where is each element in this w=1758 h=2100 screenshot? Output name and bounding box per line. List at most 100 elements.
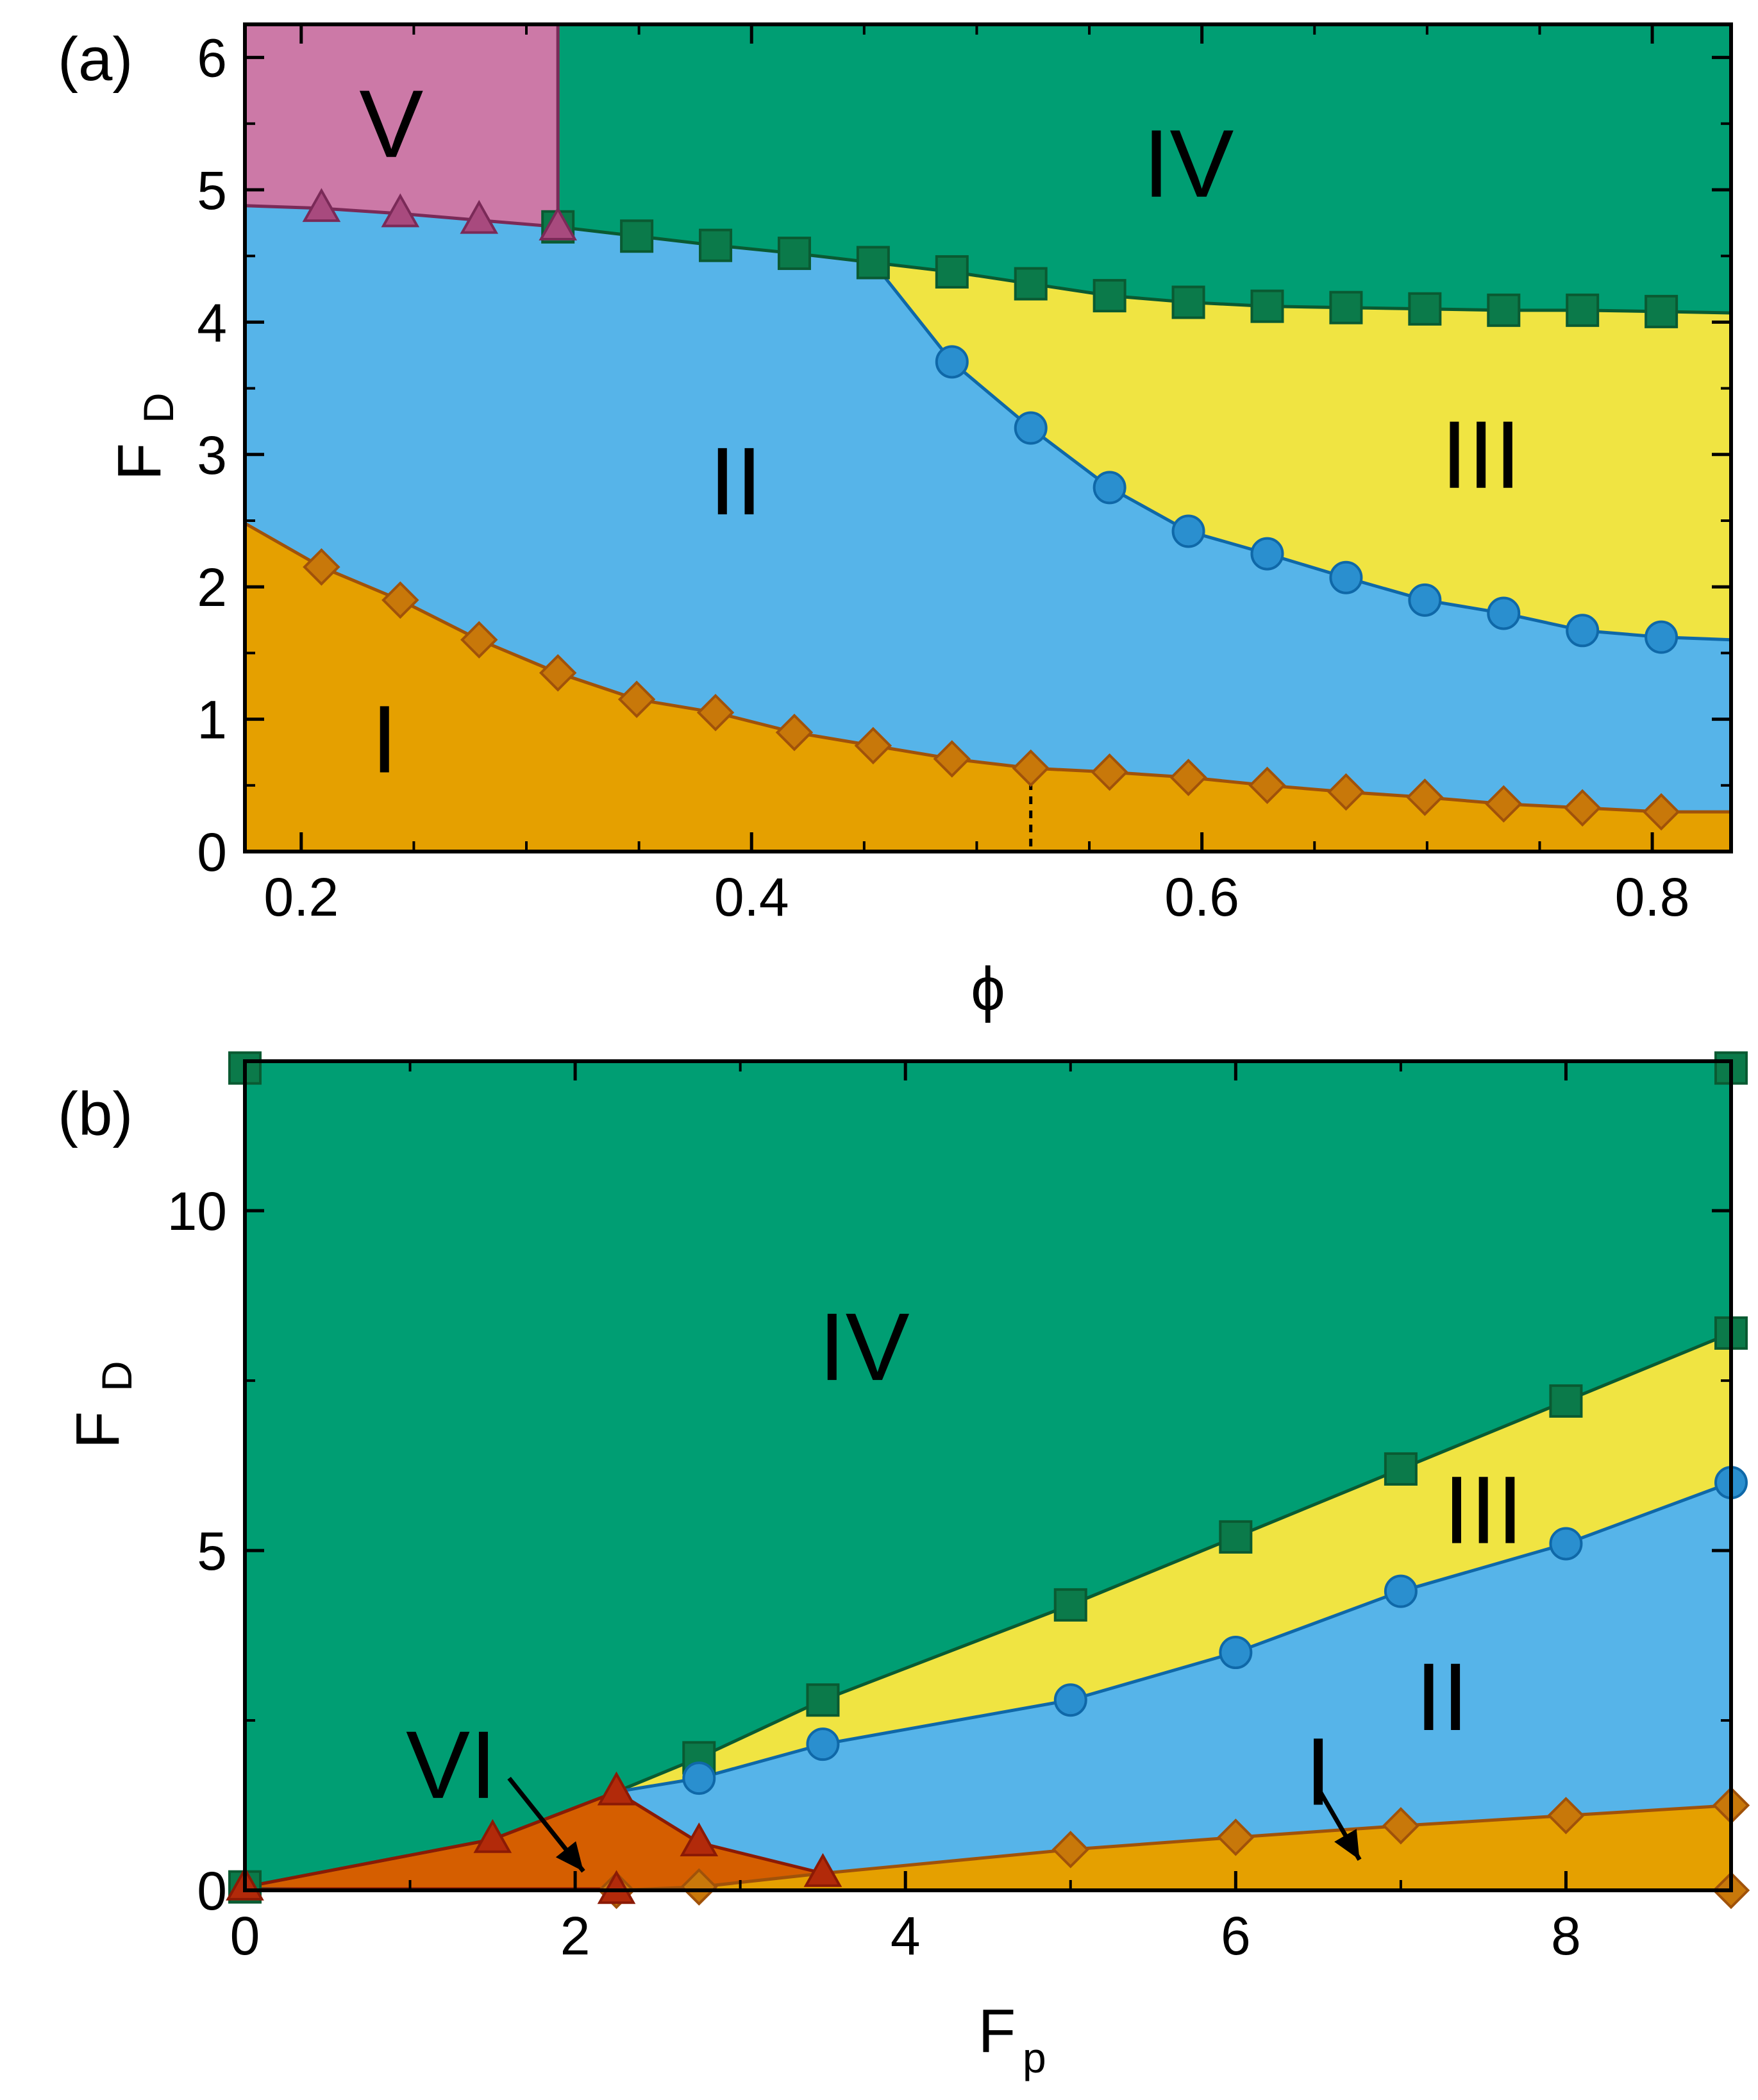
- square-marker: [620, 219, 654, 253]
- square-marker: [1053, 1588, 1087, 1622]
- diamond-marker: [1642, 793, 1680, 831]
- square-marker: [935, 255, 969, 289]
- circle-marker: [1329, 560, 1363, 594]
- square-marker: [856, 246, 890, 280]
- boundary-line-i: [616, 1804, 1732, 1892]
- square-marker: [1171, 285, 1205, 319]
- diamond-marker: [1217, 1819, 1255, 1856]
- circle-marker: [935, 345, 969, 379]
- x-axis-label: ϕ: [971, 955, 1005, 1023]
- region-ii: [245, 205, 1731, 812]
- region-label: IV: [1143, 110, 1234, 217]
- circle-marker: [1487, 596, 1521, 630]
- diamond-marker: [1547, 1797, 1585, 1835]
- circle-marker: [1566, 614, 1600, 648]
- square-marker: [806, 1683, 840, 1717]
- x-tick-label: 0.2: [264, 867, 339, 927]
- y-axis-label-sub: D: [93, 1361, 140, 1391]
- y-tick-label: 5: [197, 160, 227, 221]
- region-label: II: [1416, 1643, 1469, 1751]
- region-iv: [245, 24, 1731, 313]
- circle-marker: [1092, 471, 1126, 505]
- region-label: IV: [819, 1293, 910, 1400]
- x-tick-label: 0.4: [714, 867, 789, 927]
- region-label: VI: [406, 1711, 497, 1819]
- y-axis-label-sub: D: [135, 392, 182, 423]
- diamond-marker: [1382, 1807, 1420, 1845]
- x-tick-label: 0.8: [1615, 867, 1690, 927]
- region-i: [245, 523, 1731, 852]
- circle-marker: [1171, 514, 1205, 548]
- circle-marker: [1645, 620, 1678, 654]
- diamond-marker: [1563, 789, 1602, 827]
- region-ii: [616, 1483, 1731, 1874]
- diamond-marker: [696, 694, 735, 732]
- triangle-marker: [539, 206, 578, 240]
- square-marker: [1092, 279, 1126, 313]
- y-axis-label-group: FD: [63, 1361, 140, 1449]
- triangle-marker: [302, 188, 341, 223]
- triangle-marker: [473, 1819, 512, 1853]
- triangle-marker: [597, 1771, 636, 1806]
- arrow-head: [555, 1841, 583, 1872]
- x-tick-label: 2: [560, 1906, 590, 1966]
- y-tick-label: 10: [167, 1181, 227, 1241]
- region-i: [616, 1805, 1731, 1890]
- square-marker: [1566, 293, 1600, 327]
- circle-marker: [1219, 1636, 1253, 1670]
- y-tick-label: 0: [197, 822, 227, 882]
- diamond-marker: [680, 1868, 718, 1906]
- region-label: V: [359, 70, 423, 178]
- diamond-marker: [775, 714, 814, 752]
- x-tick-label: 6: [1221, 1906, 1251, 1966]
- region-label: I: [371, 685, 398, 793]
- diamond-marker: [1012, 749, 1050, 787]
- circle-marker: [1384, 1574, 1418, 1608]
- y-tick-label: 1: [197, 690, 227, 750]
- region-iii: [873, 262, 1731, 640]
- panel-label-b: (b): [58, 1080, 133, 1148]
- boundary-line-iv: [557, 225, 1732, 315]
- diamond-marker: [933, 740, 971, 778]
- x-axis-label: F: [978, 1997, 1016, 2065]
- diamond-marker: [539, 654, 577, 692]
- square-marker: [1329, 290, 1363, 324]
- region-label: III: [1443, 1456, 1523, 1563]
- square-marker: [1487, 293, 1521, 327]
- diamond-marker: [303, 548, 340, 586]
- square-marker: [1549, 1384, 1583, 1418]
- circle-marker: [682, 1761, 716, 1795]
- y-axis-label-group: FD: [105, 392, 182, 480]
- diamond-marker: [1327, 773, 1365, 811]
- circle-marker: [806, 1727, 840, 1761]
- diamond-marker: [617, 680, 656, 718]
- y-tick-label: 6: [197, 28, 227, 88]
- diamond-marker: [1091, 753, 1128, 791]
- diamond-marker: [854, 727, 892, 765]
- region-v: [245, 24, 558, 227]
- x-tick-label: 0: [230, 1906, 260, 1966]
- y-tick-label: 2: [197, 557, 227, 617]
- x-axis-label-sub: p: [1023, 2034, 1046, 2081]
- panel-label-a: (a): [58, 25, 133, 94]
- triangle-marker: [803, 1852, 842, 1887]
- y-axis-label: F: [63, 1411, 132, 1449]
- diamond-marker: [1485, 785, 1523, 823]
- circle-marker: [1250, 537, 1284, 571]
- square-marker: [1014, 267, 1048, 301]
- region-label: I: [1305, 1718, 1332, 1826]
- triangle-marker: [460, 199, 499, 234]
- y-tick-label: 5: [197, 1521, 227, 1581]
- plot-frame: [243, 1059, 1733, 1892]
- square-marker: [1219, 1520, 1253, 1554]
- x-tick-label: 8: [1551, 1906, 1581, 1966]
- y-tick-label: 4: [197, 292, 227, 353]
- square-marker: [777, 237, 811, 271]
- y-tick-label: 0: [197, 1861, 227, 1921]
- square-marker: [699, 228, 733, 262]
- diamond-marker: [1406, 778, 1444, 816]
- x-tick-label: 4: [891, 1906, 921, 1966]
- square-marker: [1250, 289, 1284, 323]
